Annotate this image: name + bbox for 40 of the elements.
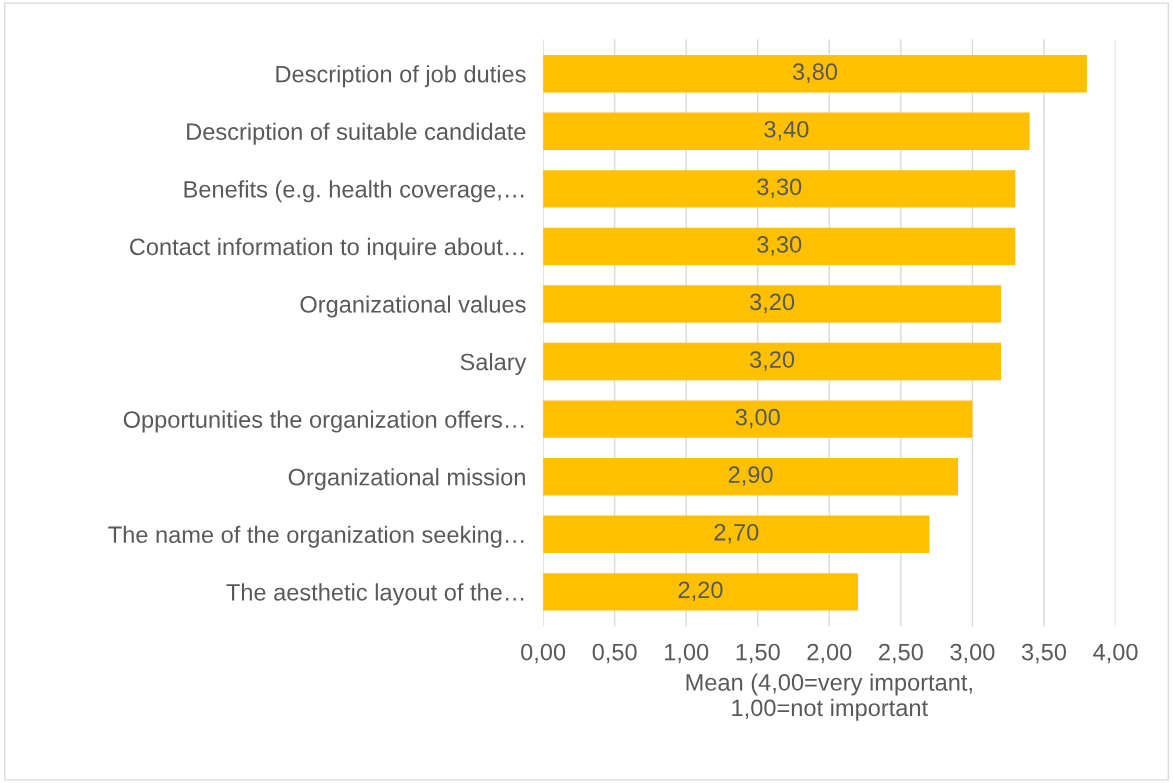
bar [543,515,930,553]
x-tick-label: 0,00 [521,643,566,664]
bar [543,170,1016,208]
x-tick-label: 0,50 [592,643,637,664]
x-tick-label: 4,00 [1093,643,1138,664]
data-label: 3,30 [757,178,802,198]
bar [543,573,858,611]
bar [543,112,1030,150]
data-label: 2,90 [728,466,773,486]
data-label: 3,20 [749,293,795,314]
y-tick-label: Opportunities the organization offers… [123,410,524,433]
x-tick-label: 3,50 [1021,643,1067,664]
bar [543,54,1087,93]
y-tick-label: The name of the organization seeking… [108,525,524,548]
bar [543,342,1002,381]
data-label: 3,40 [764,120,809,141]
y-tick-label: The aesthetic layout of the… [226,583,524,606]
y-tick-label: Salary [460,353,527,376]
bar [543,285,1002,323]
x-tick-label: 1,00 [665,643,709,664]
data-label: 3,30 [757,236,802,256]
data-label: 3,80 [792,63,838,83]
y-tick-label: Contact information to inquire about… [129,237,524,260]
x-tick-label: 2,00 [807,643,852,664]
data-label: 3,20 [749,351,795,371]
data-label: 2,20 [678,581,723,601]
y-tick-label: Organizational mission [288,468,525,491]
bar [543,227,1016,266]
y-tick-label: Organizational values [300,295,526,318]
x-tick-label: 3,00 [950,643,995,664]
bar [543,458,959,496]
bar [543,400,973,438]
x-axis-title: Mean (4,00=very important, 1,00=not important [686,673,972,721]
x-tick-label: 1,50 [736,643,780,664]
data-label: 3,00 [735,408,780,429]
x-tick-label: 2,50 [879,643,923,664]
y-tick-label: Description of job duties [276,65,526,88]
y-tick-label: Benefits (e.g. health coverage,… [184,180,524,203]
data-label: 2,70 [714,523,759,544]
y-tick-label: Description of suitable candidate [187,122,526,145]
